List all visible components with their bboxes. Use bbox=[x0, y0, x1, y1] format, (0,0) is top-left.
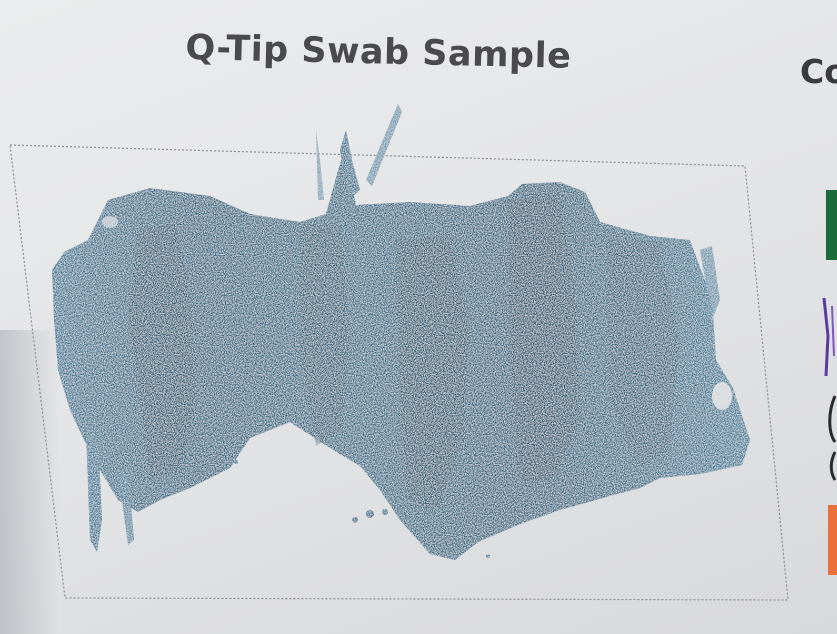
purple-swatch-edge bbox=[822, 297, 835, 376]
black-swatch-edge bbox=[828, 395, 837, 481]
ink-gap bbox=[102, 216, 118, 228]
next-column-heading: Co bbox=[800, 52, 837, 91]
ink-gap bbox=[712, 382, 732, 410]
ink-swab bbox=[52, 104, 750, 560]
orange-swatch-edge bbox=[828, 505, 837, 575]
page-shadow bbox=[0, 330, 60, 634]
green-swatch-edge bbox=[826, 190, 837, 260]
